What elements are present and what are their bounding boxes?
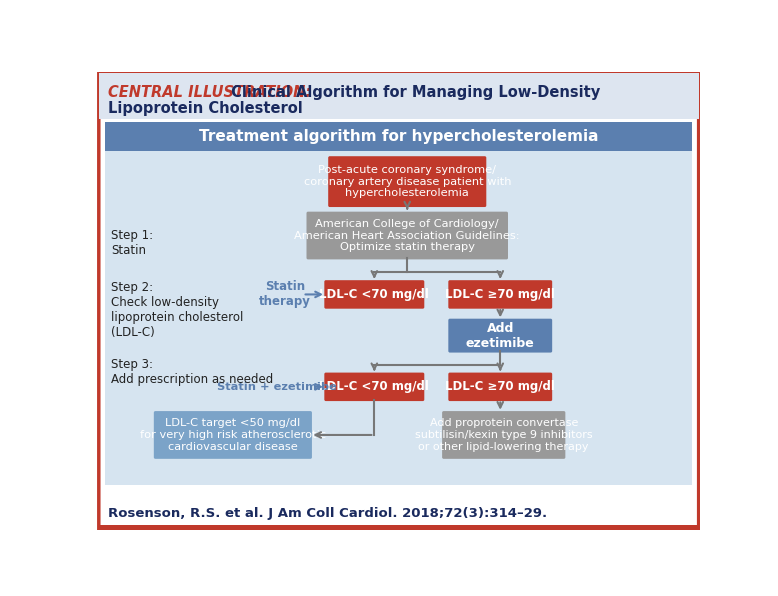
FancyBboxPatch shape [324, 280, 424, 309]
Text: Step 1:
Statin: Step 1: Statin [111, 229, 153, 257]
Text: Rosenson, R.S. et al. J Am Coll Cardiol. 2018;72(3):314–29.: Rosenson, R.S. et al. J Am Coll Cardiol.… [108, 507, 547, 520]
Text: Clinical Algorithm for Managing Low-Density: Clinical Algorithm for Managing Low-Dens… [226, 85, 600, 100]
FancyBboxPatch shape [442, 411, 566, 459]
FancyBboxPatch shape [328, 156, 486, 207]
FancyBboxPatch shape [99, 73, 699, 529]
Text: Step 3:
Add prescription as needed: Step 3: Add prescription as needed [111, 358, 273, 386]
Bar [99, 73, 699, 119]
Text: Add proprotein convertase
subtilisin/kexin type 9 inhibitors
or other lipid-lowe: Add proprotein convertase subtilisin/kex… [415, 418, 593, 452]
Text: LDL-C <70 mg/dl: LDL-C <70 mg/dl [320, 380, 429, 393]
Text: Post-acute coronary syndrome/
coronary artery disease patient with
hypercholeste: Post-acute coronary syndrome/ coronary a… [303, 165, 511, 198]
FancyBboxPatch shape [307, 212, 508, 259]
Bar [99, 525, 699, 529]
Text: Statin
therapy: Statin therapy [259, 281, 310, 309]
Text: Treatment algorithm for hypercholesterolemia: Treatment algorithm for hypercholesterol… [199, 129, 598, 144]
FancyBboxPatch shape [448, 319, 552, 353]
Text: LDL-C ≥70 mg/dl: LDL-C ≥70 mg/dl [445, 380, 555, 393]
Text: CENTRAL ILLUSTRATION:: CENTRAL ILLUSTRATION: [108, 85, 311, 100]
FancyBboxPatch shape [448, 372, 552, 401]
Text: LDL-C <70 mg/dl: LDL-C <70 mg/dl [320, 288, 429, 301]
Text: American College of Cardiology/
American Heart Association Guidelines:
Optimize : American College of Cardiology/ American… [294, 219, 520, 252]
FancyBboxPatch shape [154, 411, 312, 459]
Text: LDL-C target <50 mg/dl
for very high risk atherosclerotic
cardiovascular disease: LDL-C target <50 mg/dl for very high ris… [140, 418, 326, 452]
Text: Statin + ezetimibe: Statin + ezetimibe [217, 382, 337, 392]
Text: Step 2:
Check low-density
lipoprotein cholesterol
(LDL-C): Step 2: Check low-density lipoprotein ch… [111, 281, 244, 339]
Bar [105, 122, 692, 485]
Bar [105, 122, 692, 151]
Text: Lipoprotein Cholesterol: Lipoprotein Cholesterol [108, 101, 303, 116]
Text: LDL-C ≥70 mg/dl: LDL-C ≥70 mg/dl [445, 288, 555, 301]
Text: Add
ezetimibe: Add ezetimibe [466, 322, 534, 350]
FancyBboxPatch shape [448, 280, 552, 309]
FancyBboxPatch shape [324, 372, 424, 401]
